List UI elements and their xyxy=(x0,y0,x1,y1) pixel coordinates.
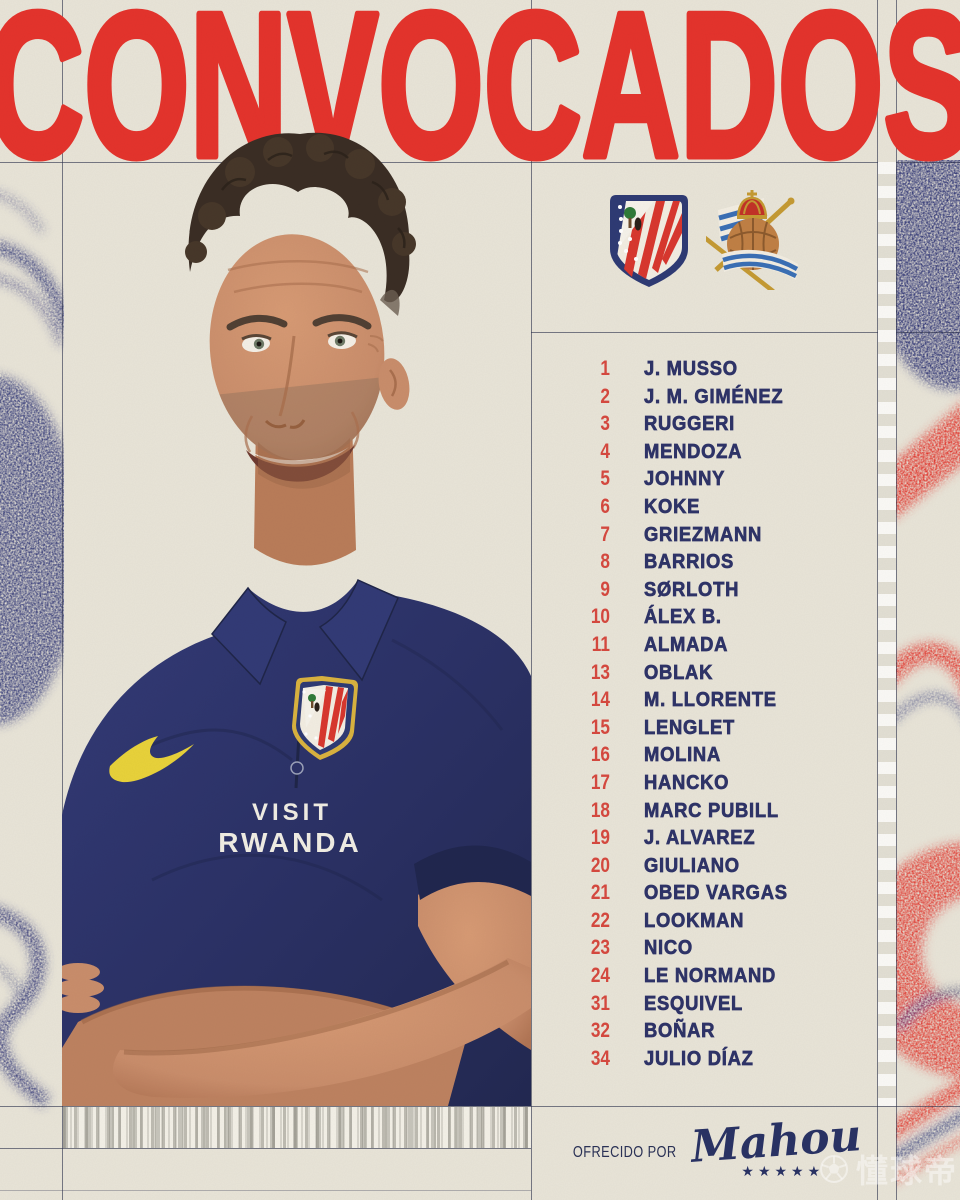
squad-row: 13 OBLAK xyxy=(540,659,876,687)
squad-row: 32 BOÑAR xyxy=(540,1017,876,1045)
watermark-text: 懂球帝 xyxy=(855,1153,958,1189)
squad-row: 8 BARRIOS xyxy=(540,548,876,576)
offered-by-label: OFRECIDO POR xyxy=(572,1144,677,1161)
squad-row: 34 JULIO DÍAZ xyxy=(540,1045,876,1073)
player-number: 11 xyxy=(591,632,610,656)
player-number: 32 xyxy=(590,1019,610,1043)
player-number: 10 xyxy=(590,605,610,629)
player-number: 20 xyxy=(590,853,610,877)
grid-hline-bottom-faint xyxy=(0,1190,531,1191)
football-icon xyxy=(819,1155,848,1183)
player-name: HANCKO xyxy=(644,771,730,795)
crown-icon xyxy=(736,190,768,219)
player-name: GIULIANO xyxy=(644,854,740,877)
player-name: JOHNNY xyxy=(644,468,726,491)
barcode-strip xyxy=(63,1107,531,1148)
player-number: 34 xyxy=(590,1046,610,1070)
ladder-strip xyxy=(878,162,896,1106)
coach-photo: VISIT RWANDA xyxy=(62,132,531,1106)
squad-list: 1 J. MUSSO 2 J. M. GIMÉNEZ 3 RUGGERI 4 MENDOZA 5… xyxy=(540,355,876,1072)
watermark: 懂球帝 xyxy=(818,1146,958,1192)
squad-row: 14 M. LLORENTE xyxy=(540,686,876,714)
squad-row: 15 LENGLET xyxy=(540,714,876,742)
grid-hline-barcode-bottom xyxy=(0,1148,531,1149)
squad-row: 18 MARC PUBILL xyxy=(540,797,876,825)
shirt-sponsor-line2: RWANDA xyxy=(218,827,361,858)
player-number: 1 xyxy=(600,357,610,380)
grid-vline-center xyxy=(531,0,532,1200)
squad-row: 23 NICO xyxy=(540,934,876,962)
left-spray-texture xyxy=(0,192,64,1108)
player-number: 13 xyxy=(590,660,610,684)
player-name: ESQUIVEL xyxy=(644,992,743,1015)
player-name: OBLAK xyxy=(644,661,714,684)
player-name: RUGGERI xyxy=(644,413,736,436)
player-number: 8 xyxy=(600,550,610,574)
player-number: 14 xyxy=(590,688,610,712)
player-number: 24 xyxy=(590,964,610,988)
player-number: 9 xyxy=(600,577,610,601)
player-number: 17 xyxy=(590,770,610,794)
atletico-madrid-crest xyxy=(610,195,688,287)
player-name: BARRIOS xyxy=(644,551,735,574)
squad-row: 11 ALMADA xyxy=(540,631,876,659)
player-name: KOKE xyxy=(644,495,701,519)
player-number: 21 xyxy=(590,881,610,905)
player-name: SØRLOTH xyxy=(644,578,740,601)
player-name: BOÑAR xyxy=(644,1020,716,1043)
player-number: 15 xyxy=(590,715,610,739)
player-number: 19 xyxy=(590,826,610,850)
player-name: MENDOZA xyxy=(644,440,743,463)
squad-row: 22 LOOKMAN xyxy=(540,907,876,935)
player-name: GRIEZMANN xyxy=(644,523,763,546)
squad-row: 21 OBED VARGAS xyxy=(540,879,876,907)
squad-row: 6 KOKE xyxy=(540,493,876,521)
squad-row: 17 HANCKO xyxy=(540,769,876,797)
right-spray-texture xyxy=(896,160,960,1182)
player-number: 16 xyxy=(590,743,610,767)
player-number: 23 xyxy=(590,936,610,960)
player-number: 7 xyxy=(600,522,610,546)
player-name: MOLINA xyxy=(644,744,721,767)
player-number: 31 xyxy=(590,991,610,1015)
player-name: LENGLET xyxy=(644,716,736,739)
player-number: 18 xyxy=(590,798,610,822)
real-sociedad-crest xyxy=(706,190,799,290)
grid-vline-right-b xyxy=(896,0,897,1200)
player-name: LE NORMAND xyxy=(644,965,777,988)
player-name: J. ALVAREZ xyxy=(644,827,756,850)
squad-row: 24 LE NORMAND xyxy=(540,962,876,990)
squad-row: 7 GRIEZMANN xyxy=(540,521,876,549)
player-name: JULIO DÍAZ xyxy=(644,1047,754,1070)
shirt-sponsor-line1: VISIT xyxy=(252,799,332,826)
player-name: M. LLORENTE xyxy=(644,689,777,712)
squad-row: 4 MENDOZA xyxy=(540,438,876,466)
squad-row: 5 JOHNNY xyxy=(540,465,876,493)
player-name: NICO xyxy=(644,937,693,960)
squad-row: 1 J. MUSSO xyxy=(540,355,876,383)
squad-row: 31 ESQUIVEL xyxy=(540,990,876,1018)
player-number: 5 xyxy=(600,467,610,491)
squad-row: 2 J. M. GIMÉNEZ xyxy=(540,383,876,411)
player-number: 2 xyxy=(600,384,610,408)
player-name: ÁLEX B. xyxy=(644,606,722,629)
player-name: OBED VARGAS xyxy=(644,882,788,905)
squad-row: 16 MOLINA xyxy=(540,741,876,769)
squad-row: 9 SØRLOTH xyxy=(540,576,876,604)
player-name: J. M. GIMÉNEZ xyxy=(644,385,784,408)
player-number: 3 xyxy=(600,412,610,436)
player-name: ALMADA xyxy=(644,633,729,657)
squad-row: 3 RUGGERI xyxy=(540,410,876,438)
squad-row: 20 GIULIANO xyxy=(540,852,876,880)
player-number: 4 xyxy=(600,439,610,463)
player-name: LOOKMAN xyxy=(644,909,745,933)
player-name: J. MUSSO xyxy=(644,358,738,381)
player-number: 6 xyxy=(600,494,610,518)
player-number: 22 xyxy=(590,908,610,932)
squad-row: 19 J. ALVAREZ xyxy=(540,824,876,852)
player-name: MARC PUBILL xyxy=(644,799,779,822)
squad-row: 10 ÁLEX B. xyxy=(540,603,876,631)
